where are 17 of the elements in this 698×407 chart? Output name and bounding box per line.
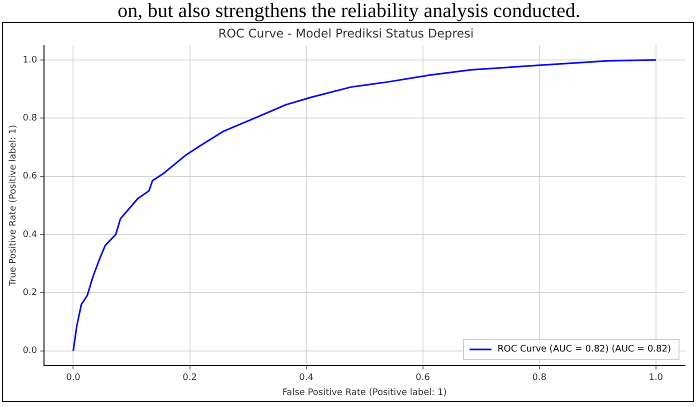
legend-label: ROC Curve (AUC = 0.82) (AUC = 0.82) <box>498 344 672 355</box>
text: on, but also strengthens the reliability analysis conducted. <box>116 0 582 22</box>
x-tick-label: 0.0 <box>66 373 81 384</box>
x-tick-label: 0.2 <box>182 373 197 384</box>
x-tick-label: 0.4 <box>299 373 314 384</box>
x-tick-label: 0.6 <box>416 373 430 384</box>
chart-title: ROC Curve - Model Prediksi Status Depresi <box>218 26 474 40</box>
y-axis-title: True Positive Rate (Positive label: 1) <box>8 124 19 287</box>
x-tick-label: 1.0 <box>648 373 664 384</box>
y-tick-label: 1.0 <box>22 55 38 66</box>
x-axis-title: False Positive Rate (Positive label: 1) <box>282 388 447 398</box>
y-tick-label: 0.2 <box>22 288 38 298</box>
y-tick-label: 0.8 <box>22 113 38 124</box>
y-tick-label: 0.0 <box>22 346 38 356</box>
x-tick-label: 0.8 <box>532 373 547 384</box>
y-tick-label: 0.6 <box>22 172 38 182</box>
y-tick-label: 0.4 <box>22 230 38 240</box>
